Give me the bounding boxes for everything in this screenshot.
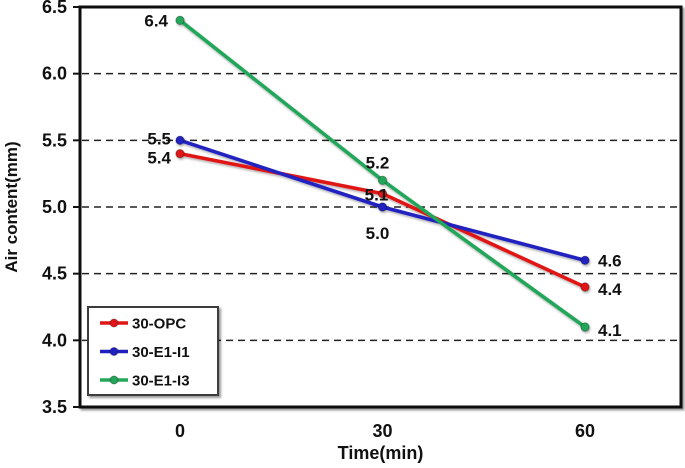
data-point	[377, 188, 388, 199]
data-labels: 5.4 5.1 4.4 5.5 5.0 4.6 6.4 5.2 4.1	[144, 11, 622, 340]
legend-item-30-OPC: 30-OPC	[100, 316, 186, 333]
data-point	[580, 255, 590, 266]
data-point	[377, 175, 388, 186]
data-label: 6.4	[144, 11, 168, 30]
legend-marker-dot	[109, 347, 119, 356]
legend: 30-OPC 30-E1-I1 30-E1-I3	[87, 306, 219, 396]
x-axis: 0 30 60	[175, 421, 595, 441]
legend-label: 30-E1-I1	[132, 344, 190, 361]
x-tick-label: 60	[575, 421, 595, 441]
data-label: 5.5	[147, 129, 171, 148]
y-tick-label: 5.5	[42, 130, 67, 150]
data-point	[580, 282, 590, 292]
legend-item-30-E1-I3: 30-E1-I3	[100, 373, 190, 390]
data-point	[377, 202, 388, 212]
y-tick-label: 6.5	[42, 0, 67, 17]
data-point	[175, 148, 185, 159]
data-label: 5.1	[365, 186, 389, 205]
y-axis-title: Air content(mm)	[2, 141, 21, 272]
data-label: 4.6	[598, 251, 622, 270]
x-axis-title: Time(min)	[338, 443, 424, 463]
legend-label: 30-E1-I3	[132, 373, 190, 390]
legend-item-30-E1-I1: 30-E1-I1	[100, 344, 190, 361]
y-axis: 3.5 4.0 4.5 5.0 5.5 6.0 6.5	[42, 0, 80, 417]
y-tick-label: 4.0	[42, 330, 67, 350]
data-point	[580, 322, 590, 332]
data-label: 5.4	[147, 149, 171, 168]
series-group	[175, 15, 590, 332]
x-tick-label: 0	[175, 421, 185, 441]
data-point	[175, 135, 185, 146]
legend-marker-dot	[109, 375, 119, 385]
data-label: 5.2	[366, 153, 390, 172]
data-point	[175, 15, 185, 26]
y-tick-label: 3.5	[42, 397, 67, 417]
y-tick-label: 5.0	[42, 197, 67, 217]
legend-marker-dot	[109, 318, 119, 328]
x-tick-label: 30	[372, 421, 392, 441]
y-tick-label: 4.5	[42, 264, 67, 284]
data-label: 4.4	[598, 280, 622, 299]
data-label: 5.0	[366, 224, 390, 243]
legend-label: 30-OPC	[132, 316, 186, 333]
data-label: 4.1	[598, 321, 622, 340]
y-tick-label: 6.0	[42, 64, 67, 84]
